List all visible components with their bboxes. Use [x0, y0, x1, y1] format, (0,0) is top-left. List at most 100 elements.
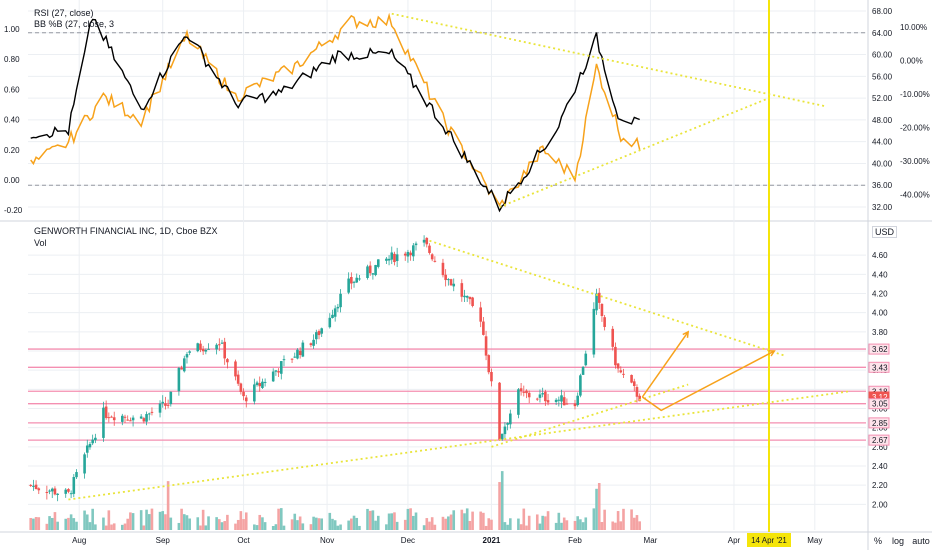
volume-legend[interactable]: Vol	[34, 238, 47, 248]
volume-bar	[239, 511, 243, 530]
candle-body	[409, 252, 412, 256]
candle-body	[525, 390, 528, 394]
candle-body	[331, 314, 334, 319]
log-toggle[interactable]: log	[891, 536, 904, 546]
volume-bar	[622, 508, 625, 530]
candle-body	[635, 387, 639, 397]
candle-body	[562, 397, 566, 406]
candle-body	[290, 358, 294, 360]
volume-bar	[126, 518, 129, 530]
rsi-tick-label: 48.00	[872, 116, 893, 125]
auto-toggle[interactable]: auto	[912, 536, 930, 546]
level-tag-box	[868, 398, 890, 410]
volume-bar	[169, 517, 173, 530]
candle-body	[422, 239, 426, 243]
candle-body	[328, 317, 332, 328]
rsi-tick-label: 60.00	[872, 51, 893, 60]
chart-title[interactable]: GENWORTH FINANCIAL INC, 1D, Cboe BZX	[34, 226, 218, 236]
volume-bar	[201, 509, 205, 530]
volume-bar	[560, 522, 563, 530]
rsi-upper-trendline	[391, 12, 826, 108]
candle-body	[339, 293, 342, 308]
candle-body	[64, 489, 68, 494]
time-axis-label: Mar	[644, 536, 658, 545]
volume-bar	[581, 522, 585, 530]
rsi-tick-label: 36.00	[872, 181, 893, 190]
candle-body	[471, 297, 474, 306]
bbp-line	[30, 12, 641, 208]
percent-toggle[interactable]: %	[873, 536, 882, 546]
volume-bar	[315, 517, 318, 530]
candle-body	[34, 484, 38, 490]
volume-bar	[616, 511, 620, 530]
volume-bar	[611, 521, 615, 530]
horizontal-levels	[28, 348, 866, 441]
candle-body	[182, 358, 186, 372]
volume-bar	[447, 516, 450, 530]
candle-body	[112, 417, 116, 421]
volume-bar	[312, 516, 315, 530]
volume-bar	[527, 515, 531, 530]
candle-body	[579, 375, 582, 396]
volume-bar	[409, 508, 412, 530]
volume-bar	[196, 517, 200, 530]
candle-body	[75, 472, 78, 478]
level-tag-label: 3.62	[872, 345, 888, 354]
candle-body	[72, 476, 76, 494]
candle-body	[104, 406, 108, 418]
percent-tick-label: -30.00%	[900, 157, 930, 166]
bbp-tick-label: 0.60	[4, 85, 20, 94]
price-tick-label: 4.20	[872, 290, 888, 299]
volume-bar	[460, 509, 464, 530]
bbp-tick-label: 0.40	[4, 116, 20, 125]
candle-body	[544, 391, 547, 402]
candle-body	[309, 343, 313, 346]
volume-bar	[261, 517, 264, 530]
candle-body	[430, 254, 434, 260]
candle-body	[150, 411, 154, 413]
candle-body	[630, 374, 633, 383]
volume-bar	[121, 524, 124, 530]
volume-bar	[110, 524, 113, 530]
level-tag-box	[868, 361, 890, 373]
indicator-lines	[30, 12, 641, 213]
candle-body	[616, 363, 620, 369]
volume-bar	[500, 471, 504, 530]
candle-body	[538, 394, 542, 398]
rsi-tick-label: 52.00	[872, 94, 893, 103]
volume-bar	[236, 519, 240, 530]
candle-body	[169, 391, 173, 405]
volume-bar	[525, 525, 528, 530]
candle-body	[352, 281, 356, 283]
rsi-legend[interactable]: RSI (27, close)	[34, 8, 94, 18]
volume-bar	[573, 520, 577, 530]
candle-body	[603, 317, 606, 327]
volume-bar	[293, 513, 297, 530]
candle-body	[320, 328, 324, 334]
candle-body	[131, 417, 135, 421]
volume-bar	[557, 512, 561, 530]
volume-bar	[479, 511, 482, 530]
volume-bar	[131, 513, 135, 530]
volume-bar	[425, 518, 429, 530]
axes: 68.00 64.00 60.00 56.00 52.00 48.00 44.00 40.00…	[4, 7, 930, 547]
level-tag-box	[868, 434, 890, 446]
candle-body	[592, 308, 596, 355]
volume-bar	[220, 522, 224, 530]
bbp-tick-label: 0.20	[4, 146, 20, 155]
volume-bar	[150, 508, 154, 530]
candle-body	[279, 361, 283, 374]
volume-bar	[64, 518, 68, 530]
currency-label[interactable]: USD	[872, 226, 898, 238]
candle-body	[374, 265, 377, 276]
volume-bar	[595, 488, 598, 530]
volume-bar	[107, 510, 111, 530]
candle-body	[102, 407, 105, 438]
volume-bar	[32, 518, 35, 530]
volume-bar	[490, 519, 493, 530]
candle-body	[560, 395, 563, 402]
volume-bar	[102, 517, 105, 530]
bbp-legend[interactable]: BB %B (27, close, 3	[34, 19, 115, 29]
volume-bar	[180, 508, 183, 530]
candle-body	[253, 384, 256, 402]
